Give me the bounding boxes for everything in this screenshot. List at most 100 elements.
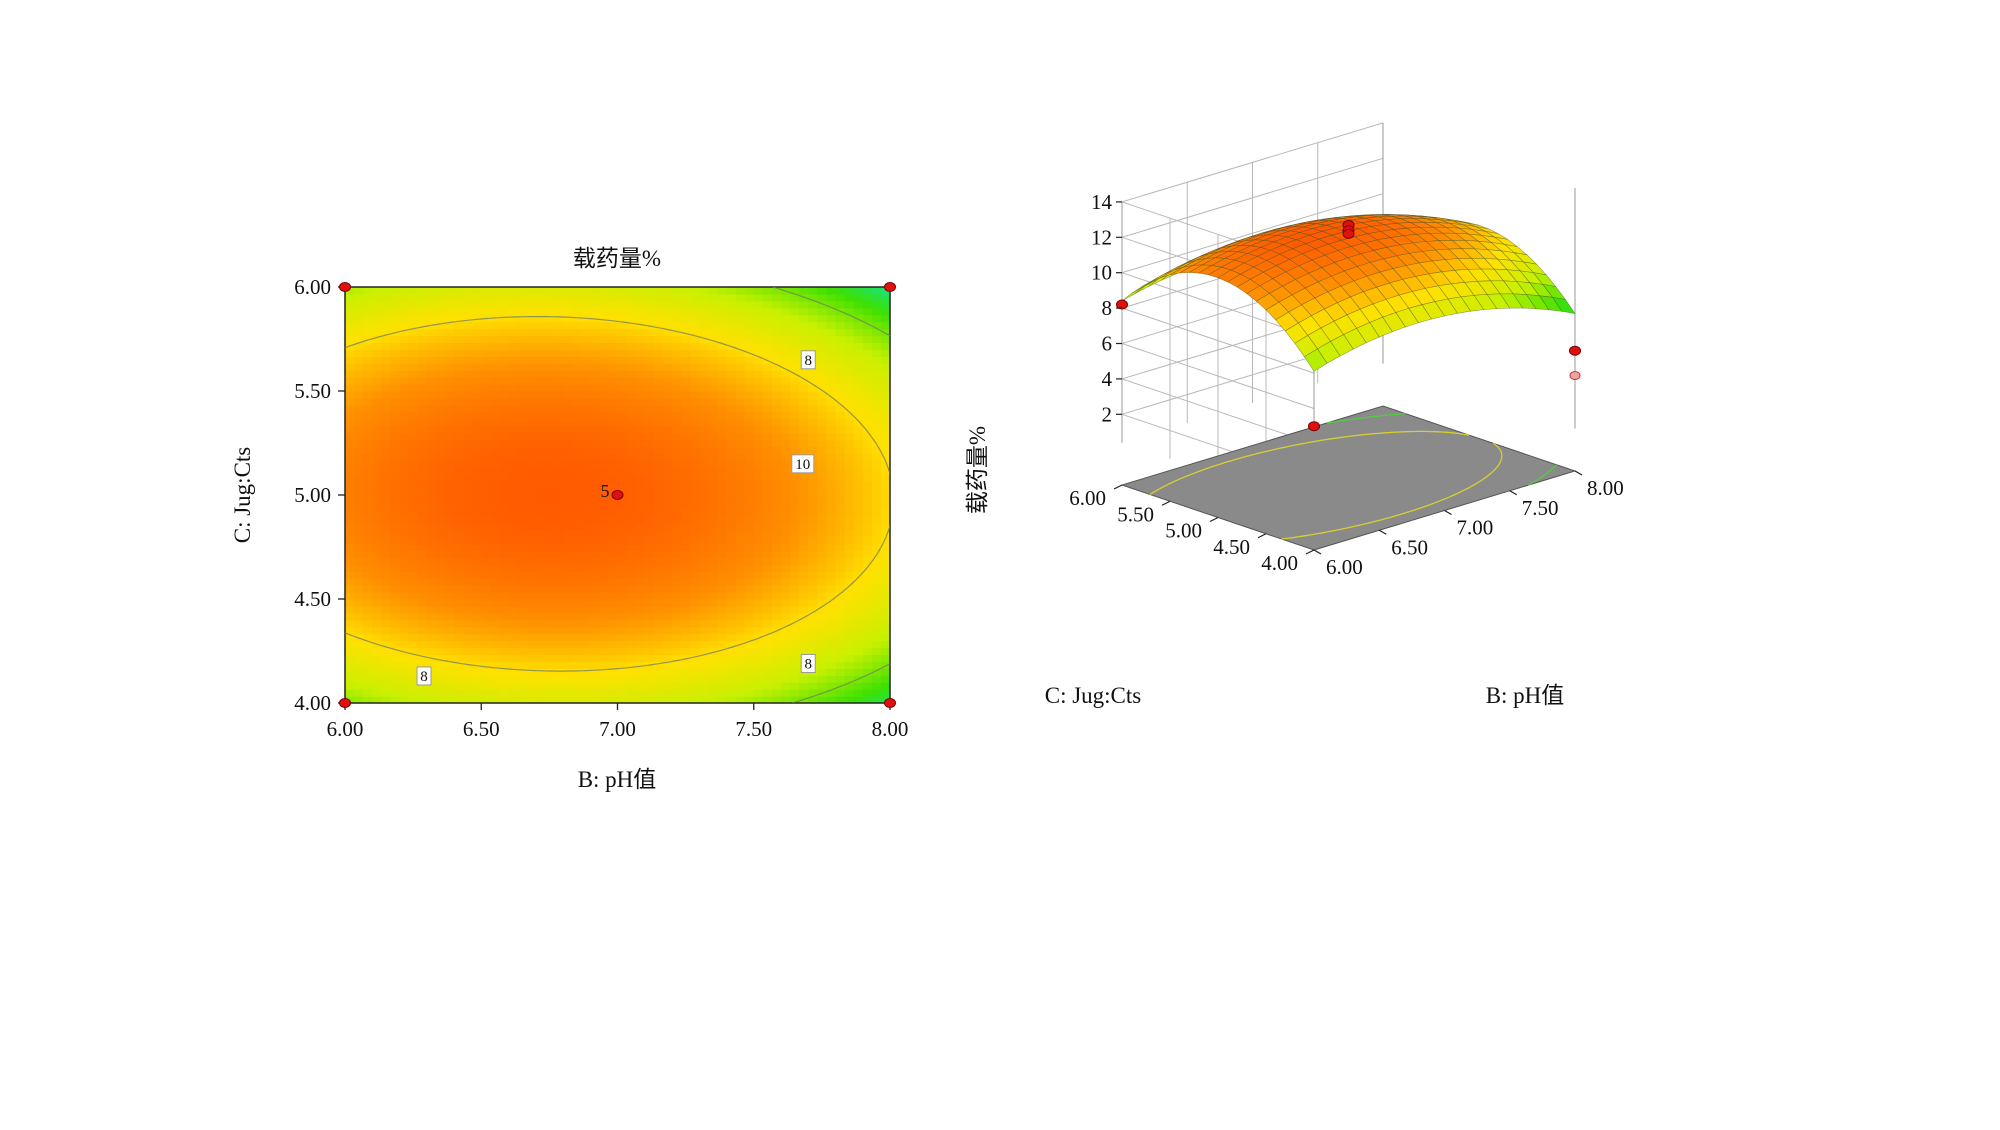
contour-cell — [481, 544, 491, 552]
contour-cell — [518, 537, 528, 545]
contour-cell — [863, 488, 873, 496]
contour-cell — [572, 557, 582, 565]
contour-cell — [636, 440, 646, 448]
contour-cell — [781, 648, 791, 656]
contour-cell — [881, 405, 891, 413]
contour-cell — [490, 356, 500, 364]
contour-cell — [372, 523, 382, 531]
contour-cell — [708, 363, 718, 371]
contour-cell — [427, 585, 437, 593]
contour-cell — [717, 654, 727, 662]
contour-cell — [518, 349, 528, 357]
contour-cell — [563, 467, 573, 475]
contour-cell — [372, 474, 382, 482]
contour-cell — [608, 557, 618, 565]
contour-cell — [536, 384, 546, 392]
contour-cell — [608, 571, 618, 579]
surface-x-tick-label: 8.00 — [1587, 476, 1624, 500]
contour-cell — [772, 592, 782, 600]
contour-cell — [581, 460, 591, 468]
contour-cell — [772, 370, 782, 378]
surface-x-axis-title: B: pH值 — [1486, 683, 1565, 708]
contour-cell — [636, 412, 646, 420]
contour-cell — [499, 550, 509, 558]
contour-cell — [354, 433, 364, 441]
contour-cell — [618, 377, 628, 385]
contour-cell — [509, 585, 519, 593]
contour-cell — [672, 530, 682, 538]
contour-cell — [563, 613, 573, 621]
contour-cell — [836, 564, 846, 572]
contour-cell — [763, 495, 773, 503]
contour-cell — [654, 654, 664, 662]
contour-cell — [817, 509, 827, 517]
contour-cell — [736, 495, 746, 503]
contour-cell — [627, 627, 637, 635]
contour-cell — [381, 495, 391, 503]
contour-cell — [772, 523, 782, 531]
contour-cell — [472, 571, 482, 579]
contour-cell — [717, 564, 727, 572]
contour-cell — [590, 544, 600, 552]
contour-cell — [400, 495, 410, 503]
contour-cell — [363, 516, 373, 524]
contour-cell — [681, 287, 691, 295]
contour-cell — [763, 620, 773, 628]
contour-cell — [563, 322, 573, 330]
contour-cell — [781, 641, 791, 649]
contour-cell — [854, 433, 864, 441]
contour-cell — [572, 675, 582, 683]
contour-cell — [509, 495, 519, 503]
contour-cell — [590, 356, 600, 364]
contour-cell — [499, 384, 509, 392]
contour-cell — [445, 592, 455, 600]
contour-cell — [527, 564, 537, 572]
contour-cell — [881, 363, 891, 371]
contour-cell — [627, 446, 637, 454]
contour-cell — [826, 294, 836, 302]
contour-level-label-text: 10 — [795, 457, 810, 473]
contour-cell — [763, 315, 773, 323]
contour-cell — [481, 301, 491, 309]
contour-cell — [636, 495, 646, 503]
contour-cell — [527, 537, 537, 545]
contour-cell — [418, 446, 428, 454]
contour-cell — [681, 523, 691, 531]
contour-cell — [727, 668, 737, 676]
contour-cell — [345, 530, 355, 538]
contour-cell — [636, 585, 646, 593]
contour-cell — [817, 363, 827, 371]
contour-cell — [545, 488, 555, 496]
contour-cell — [572, 634, 582, 642]
contour-cell — [390, 384, 400, 392]
contour-cell — [536, 641, 546, 649]
contour-cell — [763, 488, 773, 496]
contour-cell — [636, 668, 646, 676]
contour-cell — [618, 599, 628, 607]
contour-cell — [808, 585, 818, 593]
contour-cell — [409, 689, 419, 697]
contour-y-axis-title: C: Jug:Cts — [230, 447, 255, 544]
contour-cell — [418, 627, 428, 635]
contour-cell — [708, 557, 718, 565]
contour-cell — [690, 356, 700, 364]
contour-cell — [563, 398, 573, 406]
contour-cell — [554, 550, 564, 558]
contour-cell — [599, 446, 609, 454]
contour-cell — [717, 377, 727, 385]
contour-cell — [608, 460, 618, 468]
contour-cell — [518, 336, 528, 344]
contour-cell — [808, 481, 818, 489]
contour-cell — [863, 412, 873, 420]
contour-cell — [427, 294, 437, 302]
contour-cell — [781, 509, 791, 517]
contour-cell — [754, 384, 764, 392]
contour-cell — [645, 564, 655, 572]
contour-cell — [645, 599, 655, 607]
contour-cell — [845, 627, 855, 635]
contour-cell — [536, 509, 546, 517]
contour-cell — [581, 384, 591, 392]
contour-cell — [836, 523, 846, 531]
contour-cell — [409, 585, 419, 593]
contour-cell — [654, 426, 664, 434]
